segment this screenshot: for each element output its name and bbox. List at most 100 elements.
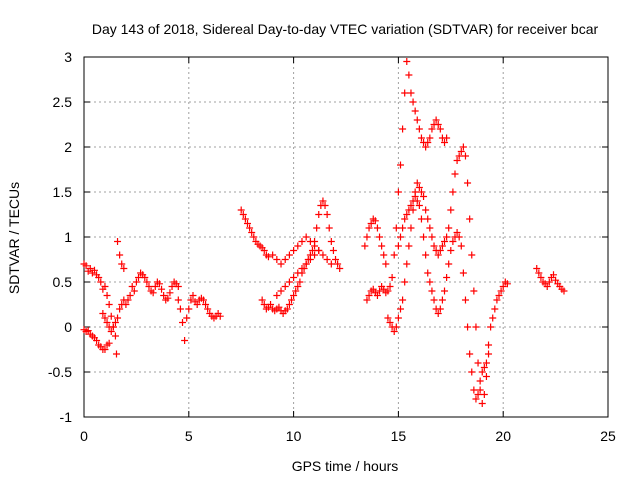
data-point — [422, 143, 430, 151]
data-point — [438, 296, 446, 304]
data-point — [105, 339, 113, 347]
data-point — [285, 251, 293, 259]
data-point — [101, 346, 109, 353]
data-point — [290, 292, 298, 299]
data-point — [443, 274, 451, 281]
data-point — [453, 229, 461, 236]
data-point — [306, 238, 314, 245]
data-point — [407, 89, 415, 97]
data-point — [292, 287, 300, 295]
data-point — [386, 319, 394, 326]
data-point — [90, 266, 98, 274]
data-point — [327, 238, 335, 245]
data-point — [308, 247, 316, 254]
data-point — [264, 253, 272, 261]
data-point — [290, 247, 298, 254]
data-point — [552, 276, 560, 284]
data-point — [237, 206, 245, 214]
data-point — [183, 314, 191, 322]
y-tick-labels: -1 -0.5 0 0.5 1 1.5 2 2.5 3 — [48, 49, 72, 425]
data-point — [403, 211, 411, 218]
data-point — [288, 296, 296, 304]
data-point — [168, 283, 176, 290]
data-point — [426, 224, 434, 232]
data-point — [298, 265, 306, 272]
data-point — [455, 152, 463, 160]
data-point — [411, 193, 419, 200]
data-point — [306, 256, 314, 263]
data-point — [380, 251, 388, 259]
data-point — [405, 71, 413, 79]
data-point — [174, 283, 182, 290]
x-tick-label: 10 — [286, 428, 302, 444]
data-point — [499, 283, 507, 290]
data-point — [560, 287, 568, 295]
data-point — [109, 323, 117, 331]
data-point — [313, 224, 321, 232]
data-point — [417, 134, 425, 142]
data-point — [441, 238, 449, 245]
data-point — [447, 247, 455, 254]
data-point — [260, 247, 268, 254]
data-point — [275, 303, 283, 311]
data-point — [432, 116, 440, 124]
data-point — [204, 305, 212, 313]
y-tick-label: 1 — [64, 229, 72, 245]
data-point — [336, 265, 344, 272]
data-point — [426, 134, 434, 142]
data-point — [497, 287, 505, 295]
data-point — [411, 107, 419, 115]
data-point — [105, 301, 113, 308]
data-point — [107, 328, 115, 335]
data-point — [470, 287, 478, 295]
data-point — [399, 296, 407, 304]
data-point — [365, 292, 373, 299]
data-point — [174, 296, 182, 304]
data-point — [319, 197, 327, 205]
data-point — [99, 310, 107, 317]
y-tick-label: 3 — [64, 49, 72, 65]
data-point — [130, 287, 138, 295]
data-point — [101, 314, 109, 322]
data-point — [543, 283, 551, 290]
data-point — [269, 251, 277, 259]
data-point — [285, 301, 293, 308]
y-tick-label: 1.5 — [53, 184, 73, 200]
data-point — [401, 278, 409, 286]
data-point — [112, 350, 120, 358]
data-point — [329, 247, 337, 254]
data-point — [95, 274, 103, 281]
data-point — [281, 283, 289, 290]
data-point — [396, 305, 404, 313]
data-point — [422, 251, 430, 259]
data-point — [118, 260, 126, 268]
data-point — [325, 224, 333, 232]
data-point — [550, 271, 558, 279]
data-point — [202, 301, 210, 308]
data-point — [407, 202, 415, 209]
data-point — [111, 319, 119, 326]
data-point — [409, 98, 417, 106]
data-point — [116, 251, 124, 259]
data-point — [417, 188, 425, 196]
data-point — [334, 260, 342, 268]
data-point — [424, 139, 432, 146]
data-point — [449, 238, 457, 245]
data-point — [101, 283, 109, 290]
data-point — [107, 312, 115, 320]
data-point — [434, 251, 442, 259]
data-point — [392, 224, 400, 232]
data-point — [478, 368, 486, 376]
x-tick-labels: 0 5 10 15 20 25 — [80, 428, 616, 444]
data-point — [97, 278, 105, 286]
y-tick-label: -0.5 — [48, 364, 72, 380]
data-point — [535, 269, 543, 277]
data-point — [413, 179, 421, 187]
data-point — [216, 312, 224, 320]
data-point — [380, 285, 388, 293]
data-point — [401, 215, 409, 223]
data-point — [323, 211, 331, 218]
data-point — [315, 211, 323, 218]
data-point — [390, 328, 398, 335]
